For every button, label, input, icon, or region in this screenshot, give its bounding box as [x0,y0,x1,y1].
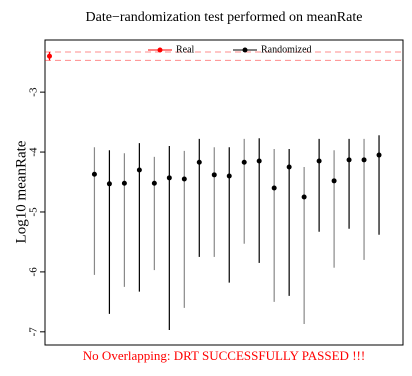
point [331,178,337,184]
point [196,159,202,165]
point [106,181,112,187]
y-tick-label: -5 [28,207,40,217]
point [241,159,247,165]
y-tick-label: -7 [28,327,40,337]
point [211,172,217,178]
point [121,180,127,186]
point [46,53,52,59]
legend-marker [157,47,163,53]
point [166,175,172,181]
point [316,158,322,164]
y-tick-label: -3 [28,87,40,97]
point [346,157,352,163]
chart-title: Date−randomization test performed on mea… [86,10,363,25]
point [376,152,382,158]
point [361,157,367,163]
legend-label: Real [176,44,195,55]
legend-marker [242,47,248,53]
point [256,158,262,164]
point [151,180,157,186]
point [91,171,97,177]
point [181,176,187,182]
point [226,173,232,179]
point [136,167,142,173]
legend-label: Randomized [261,44,312,55]
y-tick-label: -4 [28,147,40,157]
point [301,194,307,200]
y-axis-label: Log10 meanRate [13,140,29,243]
point [286,164,292,170]
footer-note: No Overlapping: DRT SUCCESSFULLY PASSED … [83,348,365,363]
y-tick-label: -6 [28,267,40,277]
plot-frame [44,39,404,346]
point [271,185,277,191]
